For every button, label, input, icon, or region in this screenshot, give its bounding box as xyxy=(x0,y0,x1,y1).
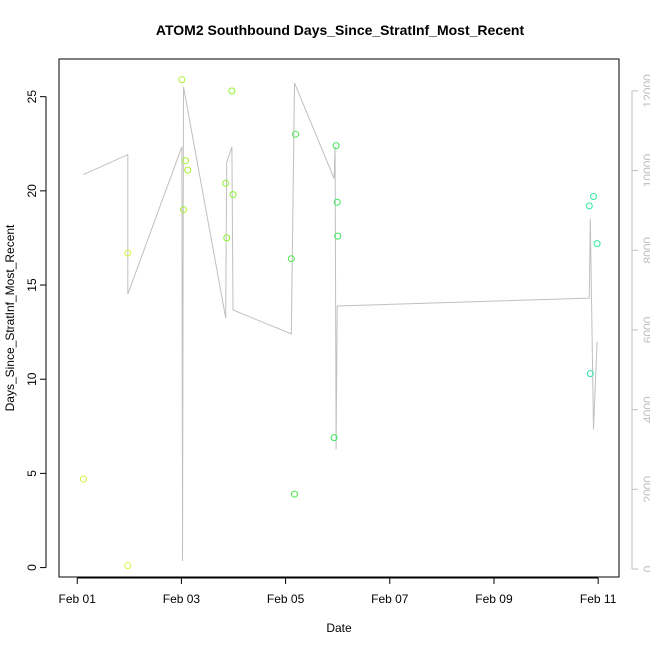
data-point xyxy=(178,76,186,84)
x-tick-label: Feb 03 xyxy=(163,592,201,606)
y2-tick-label: 10000 xyxy=(641,154,650,188)
data-point xyxy=(332,142,340,150)
plot-box xyxy=(58,58,620,578)
data-point xyxy=(590,193,597,200)
chart-title: ATOM2 Southbound Days_Since_StratInf_Mos… xyxy=(156,22,525,38)
point-series xyxy=(80,76,601,570)
y-tick-label: 0 xyxy=(25,564,39,571)
y-tick-label: 10 xyxy=(25,372,39,386)
data-point xyxy=(184,166,192,174)
x-axis-label: Date xyxy=(326,621,352,635)
data-point xyxy=(228,87,236,95)
data-point xyxy=(124,249,132,257)
line-series-path xyxy=(83,82,598,562)
data-point xyxy=(333,198,341,206)
y-tick-label: 5 xyxy=(25,470,39,477)
data-point xyxy=(291,490,298,498)
data-point xyxy=(586,370,594,378)
y-axis-label: Days_Since_StratInf_Most_Recent xyxy=(3,224,17,411)
y2-tick-label: 12000 xyxy=(641,74,650,108)
data-point xyxy=(334,232,342,240)
data-point xyxy=(124,562,132,570)
x-tick-label: Feb 01 xyxy=(59,592,97,606)
data-point xyxy=(292,130,299,138)
y2-tick-label: 6000 xyxy=(641,316,650,343)
data-point xyxy=(182,157,190,165)
x-tick-label: Feb 05 xyxy=(267,592,305,606)
plot-frame xyxy=(58,58,620,578)
y2-tick-label: 8000 xyxy=(641,237,650,264)
y-tick-label: 15 xyxy=(25,278,39,292)
x-tick-label: Feb 11 xyxy=(580,592,617,606)
y-tick-label: 20 xyxy=(25,184,39,198)
data-point xyxy=(287,255,295,263)
y-axis-left: 0 5 10 15 20 25 xyxy=(25,90,47,571)
x-axis: Feb 01 Feb 03 Feb 05 Feb 07 Feb 09 Feb 11 xyxy=(59,577,617,606)
data-point xyxy=(180,206,187,214)
data-point xyxy=(593,240,601,248)
data-point xyxy=(223,234,231,242)
x-tick-label: Feb 07 xyxy=(371,592,409,606)
y2-tick-label: 0 xyxy=(641,565,650,572)
data-point xyxy=(229,191,237,199)
data-point xyxy=(585,202,593,210)
y-axis-right: 0 2000 4000 6000 8000 10000 12000 xyxy=(631,74,650,572)
data-point xyxy=(330,434,338,442)
y2-tick-label: 4000 xyxy=(641,396,650,423)
data-point xyxy=(80,475,87,483)
y2-tick-label: 2000 xyxy=(641,476,650,503)
line-series xyxy=(83,82,598,562)
x-tick-label: Feb 09 xyxy=(475,592,513,606)
y-tick-label: 25 xyxy=(25,90,39,104)
data-point xyxy=(222,179,230,187)
